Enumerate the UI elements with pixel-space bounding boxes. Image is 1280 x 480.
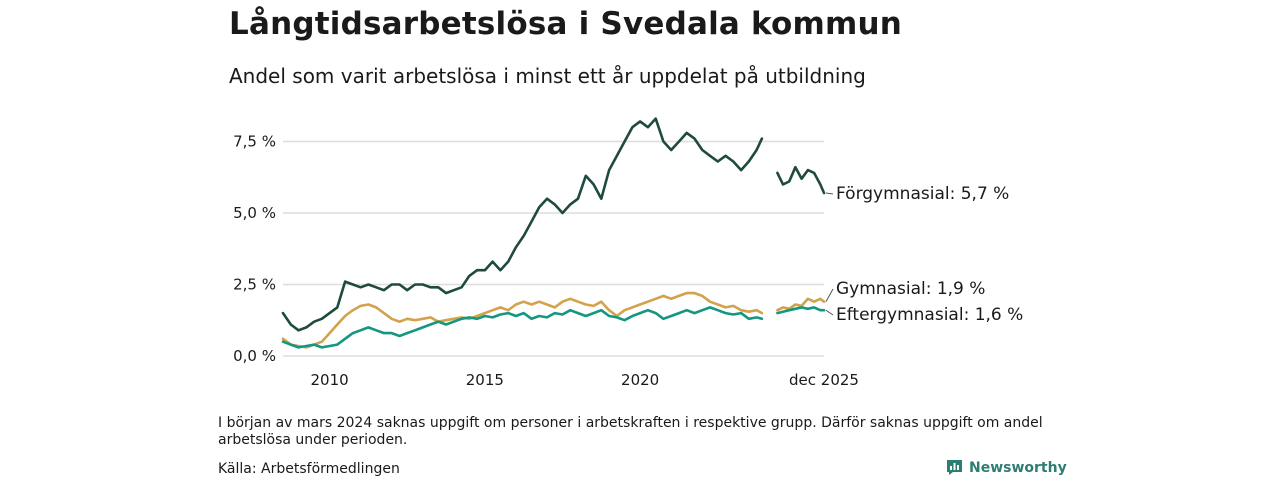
series-line-förgymnasial (776, 165, 826, 195)
series-end-label: Gymnasial: 1,9 % (836, 279, 985, 299)
chart-title: Långtidsarbetslösa i Svedala kommun (229, 6, 903, 42)
series-line-eftergymnasial (776, 306, 826, 315)
series-line-förgymnasial (281, 117, 764, 332)
brand-name: Newsworthy (969, 459, 1067, 476)
newsworthy-logo: Newsworthy (946, 459, 1067, 476)
x-tick-label: 2010 (310, 371, 348, 389)
y-tick-label: 2,5 % (233, 275, 276, 293)
newsworthy-icon (947, 460, 962, 475)
series-end-label: Eftergymnasial: 1,6 % (836, 305, 1023, 325)
label-connector (825, 309, 834, 316)
label-connector (825, 288, 834, 302)
y-tick-label: 5,0 % (233, 204, 276, 222)
series-line-gymnasial (281, 291, 764, 349)
series-end-label: Förgymnasial: 5,7 % (836, 184, 1009, 204)
y-axis-ticks: 0,0 % 2,5 % 5,0 % 7,5 % (233, 132, 276, 365)
x-tick-label: 2020 (621, 371, 659, 389)
series-line-gymnasial (776, 297, 826, 312)
y-tick-label: 7,5 % (233, 132, 276, 150)
source-text: Källa: Arbetsförmedlingen (218, 461, 400, 477)
series-end-labels: Förgymnasial: 5,7 % Gymnasial: 1,9 % Efter… (825, 184, 1023, 325)
label-connector (825, 192, 834, 195)
x-tick-label: 2015 (466, 371, 504, 389)
line-chart: 0,0 % 2,5 % 5,0 % 7,5 % 2010 2015 2020 dec 202… (233, 117, 1023, 389)
series-lines (281, 117, 826, 349)
footnote: I början av mars 2024 saknas uppgift om … (218, 415, 1043, 448)
series-line-eftergymnasial (281, 306, 764, 349)
chart-subtitle: Andel som varit arbetslösa i minst ett å… (229, 64, 866, 88)
y-tick-label: 0,0 % (233, 347, 276, 365)
x-axis-ticks: 2010 2015 2020 dec 2025 (310, 371, 858, 389)
grid-lines (283, 140, 824, 357)
x-tick-label: dec 2025 (789, 371, 859, 389)
